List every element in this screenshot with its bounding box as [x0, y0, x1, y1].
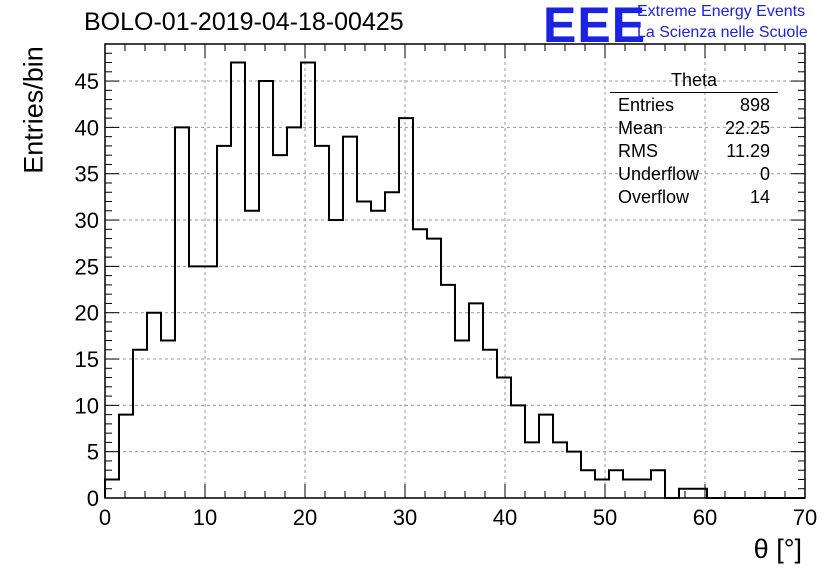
x-tick-label: 70: [793, 505, 817, 530]
y-tick-label: 0: [87, 486, 99, 511]
histogram-bin: [119, 415, 133, 498]
histogram-bin: [483, 350, 497, 498]
histogram-bin: [287, 127, 301, 498]
y-tick-label: 25: [75, 254, 99, 279]
stats-value: 14: [749, 187, 770, 207]
histogram-bin: [259, 81, 273, 498]
histogram-bin: [273, 155, 287, 498]
stats-value: 0: [759, 164, 770, 184]
histogram-bin: [441, 285, 455, 498]
histogram-bin: [231, 63, 245, 498]
histogram-bin: [203, 266, 217, 498]
histogram-bin: [357, 202, 371, 498]
histogram-outline: [104, 61, 805, 499]
stats-label: Overflow: [618, 187, 690, 207]
y-tick-label: 30: [75, 208, 99, 233]
x-axis-label: θ [°]: [753, 534, 802, 564]
histogram-bin: [399, 118, 413, 498]
y-tick-label: 35: [75, 162, 99, 187]
histogram-bin: [595, 479, 609, 498]
stats-label: RMS: [618, 141, 658, 161]
histogram-bin: [679, 489, 693, 498]
stats-value: 11.29: [726, 141, 770, 161]
y-axis-label: Entries/bin: [18, 46, 49, 174]
y-tick-label: 45: [75, 69, 99, 94]
histogram-bin: [581, 470, 595, 498]
brand-line-1: Extreme Energy Events: [637, 3, 806, 20]
stats-row-rms: RMS 11.29: [610, 140, 778, 163]
histogram-bin: [245, 211, 259, 498]
x-tick-label: 30: [393, 505, 417, 530]
histogram-bin: [469, 303, 483, 498]
histogram-bin: [413, 229, 427, 498]
stats-label: Entries: [618, 95, 675, 115]
histogram-bin: [609, 470, 623, 498]
histogram-bin: [133, 350, 147, 498]
eee-logo: EEE: [543, 0, 647, 53]
histogram-bin: [217, 146, 231, 498]
chart-title: BOLO-01-2019-04-18-00425: [84, 8, 404, 36]
histogram-bin: [455, 340, 469, 498]
x-tick-label: 40: [493, 505, 517, 530]
histogram-bin: [189, 266, 203, 498]
histogram-bin: [329, 220, 343, 498]
plot-frame: [104, 43, 806, 499]
stats-title: Theta: [610, 70, 778, 93]
y-tick-label: 5: [87, 440, 99, 465]
y-tick-label: 40: [75, 115, 99, 140]
x-tick-label: 0: [99, 505, 111, 530]
stats-row-mean: Mean 22.25: [610, 117, 778, 140]
x-tick-label: 50: [593, 505, 617, 530]
histogram-bin: [385, 192, 399, 498]
histogram-bin: [147, 313, 161, 498]
x-tick-label: 20: [293, 505, 317, 530]
histogram-bin: [301, 63, 315, 498]
histogram-bin: [553, 442, 567, 498]
stats-label: Underflow: [618, 164, 700, 184]
histogram-bin: [511, 405, 525, 498]
histogram-bin: [637, 479, 651, 498]
stats-value: 898: [739, 95, 770, 115]
y-tick-label: 15: [75, 347, 99, 372]
stats-label: Mean: [618, 118, 664, 138]
histogram-bin: [371, 211, 385, 498]
histogram-bin: [161, 340, 175, 498]
histogram-bin: [427, 239, 441, 498]
stats-value: 22.25: [724, 118, 770, 138]
x-tick-label: 60: [693, 505, 717, 530]
stats-row-overflow: Overflow 14: [610, 186, 778, 209]
histogram-bin: [567, 452, 581, 498]
stats-row-entries: Entries 898: [610, 94, 778, 117]
stats-box: Theta Entries 898 Mean 22.25 RMS 11.29 U…: [610, 70, 778, 209]
stats-row-underflow: Underflow 0: [610, 163, 778, 186]
histogram-bin: [343, 137, 357, 498]
y-tick-label: 10: [75, 393, 99, 418]
y-tick-label: 20: [75, 301, 99, 326]
histogram-bin: [525, 442, 539, 498]
x-tick-label: 10: [193, 505, 217, 530]
brand-line-2: La Scienza nelle Scuole: [637, 24, 808, 41]
histogram-bin: [539, 415, 553, 498]
histogram-bin: [315, 146, 329, 498]
histogram-bin: [175, 127, 189, 498]
histogram-bin: [651, 470, 665, 498]
histogram-bin: [497, 378, 511, 498]
